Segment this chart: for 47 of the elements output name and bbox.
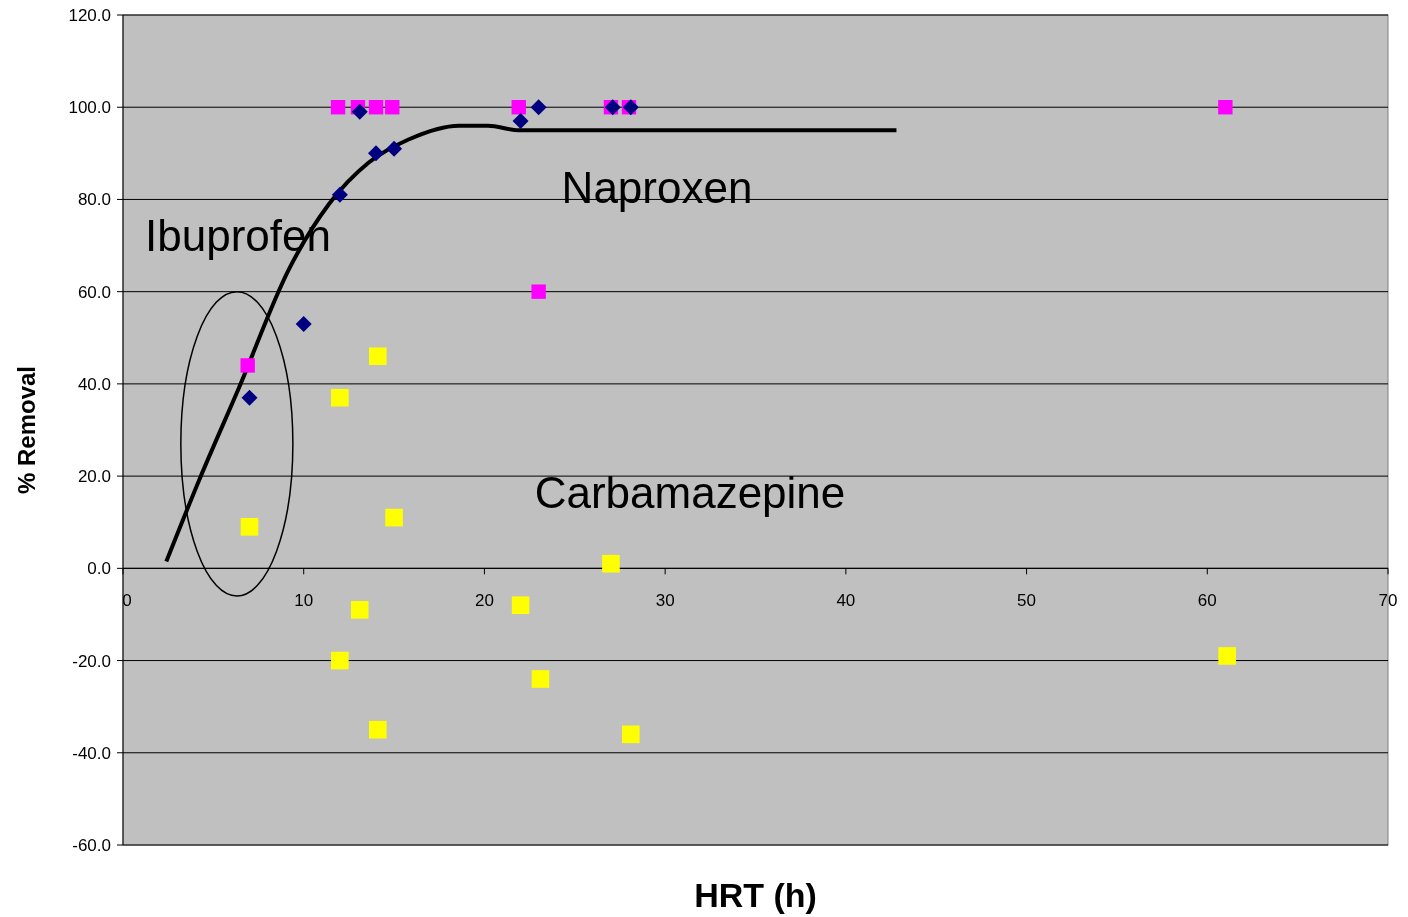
x-tick-label: 60 bbox=[1197, 591, 1217, 611]
point bbox=[368, 100, 384, 115]
point bbox=[331, 388, 349, 407]
point bbox=[369, 347, 387, 366]
y-tick-label: -20.0 bbox=[72, 651, 111, 671]
y-tick-label: 60.0 bbox=[77, 282, 111, 302]
x-tick-label: 50 bbox=[1017, 591, 1037, 611]
y-axis-title: % Removal bbox=[13, 365, 40, 495]
point bbox=[511, 596, 530, 615]
y-tick-label: 100.0 bbox=[68, 98, 111, 118]
point bbox=[530, 99, 547, 116]
point bbox=[512, 113, 529, 130]
point bbox=[385, 100, 400, 115]
point bbox=[368, 145, 384, 162]
annotation: Carbamazepine bbox=[534, 468, 846, 518]
point bbox=[1218, 100, 1233, 115]
y-tick-label: 120.0 bbox=[68, 5, 111, 25]
y-tick-label: -60.0 bbox=[72, 835, 111, 855]
point bbox=[531, 284, 546, 299]
point bbox=[331, 186, 348, 203]
y-tick-label: 80.0 bbox=[77, 190, 111, 210]
point bbox=[1218, 647, 1236, 665]
x-tick-label: 10 bbox=[294, 591, 314, 611]
point bbox=[511, 100, 526, 115]
x-tick-label: 40 bbox=[836, 591, 856, 611]
x-axis-title: HRT (h) bbox=[694, 876, 817, 914]
y-tick-label: 0.0 bbox=[87, 559, 111, 579]
x-tick-label: 20 bbox=[474, 591, 494, 611]
point bbox=[350, 601, 369, 619]
point bbox=[531, 670, 550, 688]
point bbox=[351, 103, 368, 120]
y-tick-label: 40.0 bbox=[77, 374, 111, 394]
y-tick-label: -40.0 bbox=[72, 743, 111, 763]
x-tick-label: 30 bbox=[655, 591, 675, 611]
point bbox=[369, 720, 387, 739]
point bbox=[241, 389, 258, 406]
point bbox=[331, 651, 349, 670]
point bbox=[386, 140, 403, 157]
point bbox=[602, 554, 620, 573]
y-tick-label: 20.0 bbox=[77, 467, 111, 487]
point bbox=[240, 518, 259, 536]
point bbox=[385, 508, 403, 527]
point bbox=[622, 725, 640, 744]
point bbox=[330, 100, 346, 115]
point bbox=[240, 358, 255, 373]
x-tick-label: 70 bbox=[1378, 591, 1398, 611]
point bbox=[295, 315, 312, 332]
